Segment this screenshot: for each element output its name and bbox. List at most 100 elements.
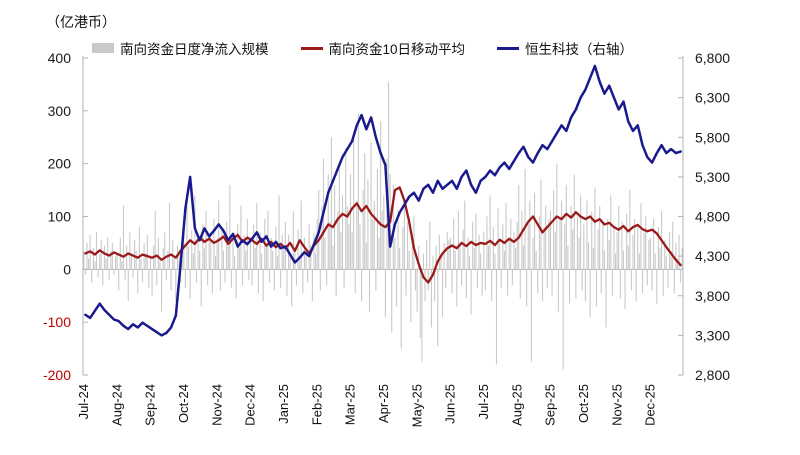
bar xyxy=(484,269,486,291)
x-axis-tick-label: Mar-25 xyxy=(343,384,358,425)
bar xyxy=(337,211,339,270)
bar xyxy=(476,269,478,288)
bar xyxy=(667,269,669,288)
bar xyxy=(203,248,205,270)
x-axis-tick-label: Nov-25 xyxy=(609,384,624,426)
bar xyxy=(402,227,404,270)
bar xyxy=(470,269,472,315)
bar xyxy=(443,242,445,270)
bar xyxy=(602,221,604,270)
bar xyxy=(626,213,628,270)
bar xyxy=(192,253,194,270)
bar xyxy=(446,232,448,270)
bar xyxy=(570,205,572,270)
legend-label: 南向资金日度净流入规模 xyxy=(120,42,269,57)
bar xyxy=(295,269,298,286)
bar xyxy=(613,227,615,270)
bar xyxy=(665,256,667,270)
legend-label: 南向资金10日移动平均 xyxy=(328,42,466,57)
bar xyxy=(408,250,410,270)
bar xyxy=(576,216,578,270)
bar xyxy=(464,200,466,270)
bar xyxy=(341,195,344,270)
bar xyxy=(121,261,123,270)
bar xyxy=(610,195,612,270)
left-axis-tick-label: 100 xyxy=(48,209,72,225)
bar xyxy=(419,269,421,339)
bar xyxy=(211,269,213,294)
right-axis-tick-label: 5,300 xyxy=(695,169,730,185)
bar xyxy=(359,224,361,270)
bar xyxy=(488,245,490,270)
bar xyxy=(594,187,596,270)
bar xyxy=(200,269,202,307)
bar xyxy=(537,269,539,294)
bar xyxy=(554,232,556,270)
bar xyxy=(588,242,590,270)
bar xyxy=(567,245,569,270)
bar xyxy=(95,232,98,270)
bar xyxy=(399,248,401,270)
bar xyxy=(646,269,648,286)
bar xyxy=(265,245,267,270)
bar xyxy=(611,269,613,296)
bar xyxy=(230,269,232,288)
bar xyxy=(634,219,636,270)
bar xyxy=(283,245,285,270)
bar xyxy=(191,229,193,270)
bar xyxy=(176,245,178,270)
bar xyxy=(105,258,107,270)
bar xyxy=(197,237,199,270)
bar xyxy=(273,269,275,291)
bar xyxy=(184,269,186,288)
bar xyxy=(226,221,228,270)
bar xyxy=(657,227,659,270)
bar xyxy=(586,200,588,270)
bar xyxy=(243,234,245,270)
bar xyxy=(297,229,299,270)
bar xyxy=(348,224,350,270)
bar xyxy=(475,213,477,270)
bar xyxy=(597,229,599,270)
bar xyxy=(472,221,474,270)
bar xyxy=(84,269,86,275)
bar xyxy=(427,269,429,291)
bar xyxy=(167,250,169,270)
bar xyxy=(410,269,412,323)
bar xyxy=(426,240,428,270)
bar xyxy=(270,237,272,270)
bar xyxy=(510,219,512,270)
bar xyxy=(135,250,137,270)
bar xyxy=(418,245,420,270)
bar xyxy=(672,221,674,270)
bar xyxy=(673,269,675,294)
bar xyxy=(83,250,85,270)
x-axis-tick-label: Sep-24 xyxy=(143,384,158,426)
bar xyxy=(468,256,471,270)
bar xyxy=(507,269,509,296)
bar xyxy=(286,269,288,296)
bar xyxy=(294,248,296,270)
bar xyxy=(670,250,672,270)
bar xyxy=(621,221,623,270)
bar xyxy=(145,253,147,270)
bar xyxy=(456,269,458,307)
bar xyxy=(511,269,513,286)
bar xyxy=(383,195,385,270)
bar xyxy=(134,240,136,270)
bar xyxy=(386,158,388,270)
bar xyxy=(330,137,332,270)
bar xyxy=(437,269,439,346)
bar xyxy=(199,250,201,270)
bar xyxy=(254,248,256,270)
bar xyxy=(635,269,637,302)
bar xyxy=(122,205,125,270)
bar xyxy=(311,269,313,302)
right-axis-tick-label: 3,800 xyxy=(695,288,730,304)
right-axis-tick-label: 2,800 xyxy=(695,367,730,383)
bar xyxy=(218,200,220,270)
bar xyxy=(213,219,215,270)
bar xyxy=(557,269,559,312)
bar xyxy=(376,168,378,270)
bar xyxy=(422,253,425,270)
